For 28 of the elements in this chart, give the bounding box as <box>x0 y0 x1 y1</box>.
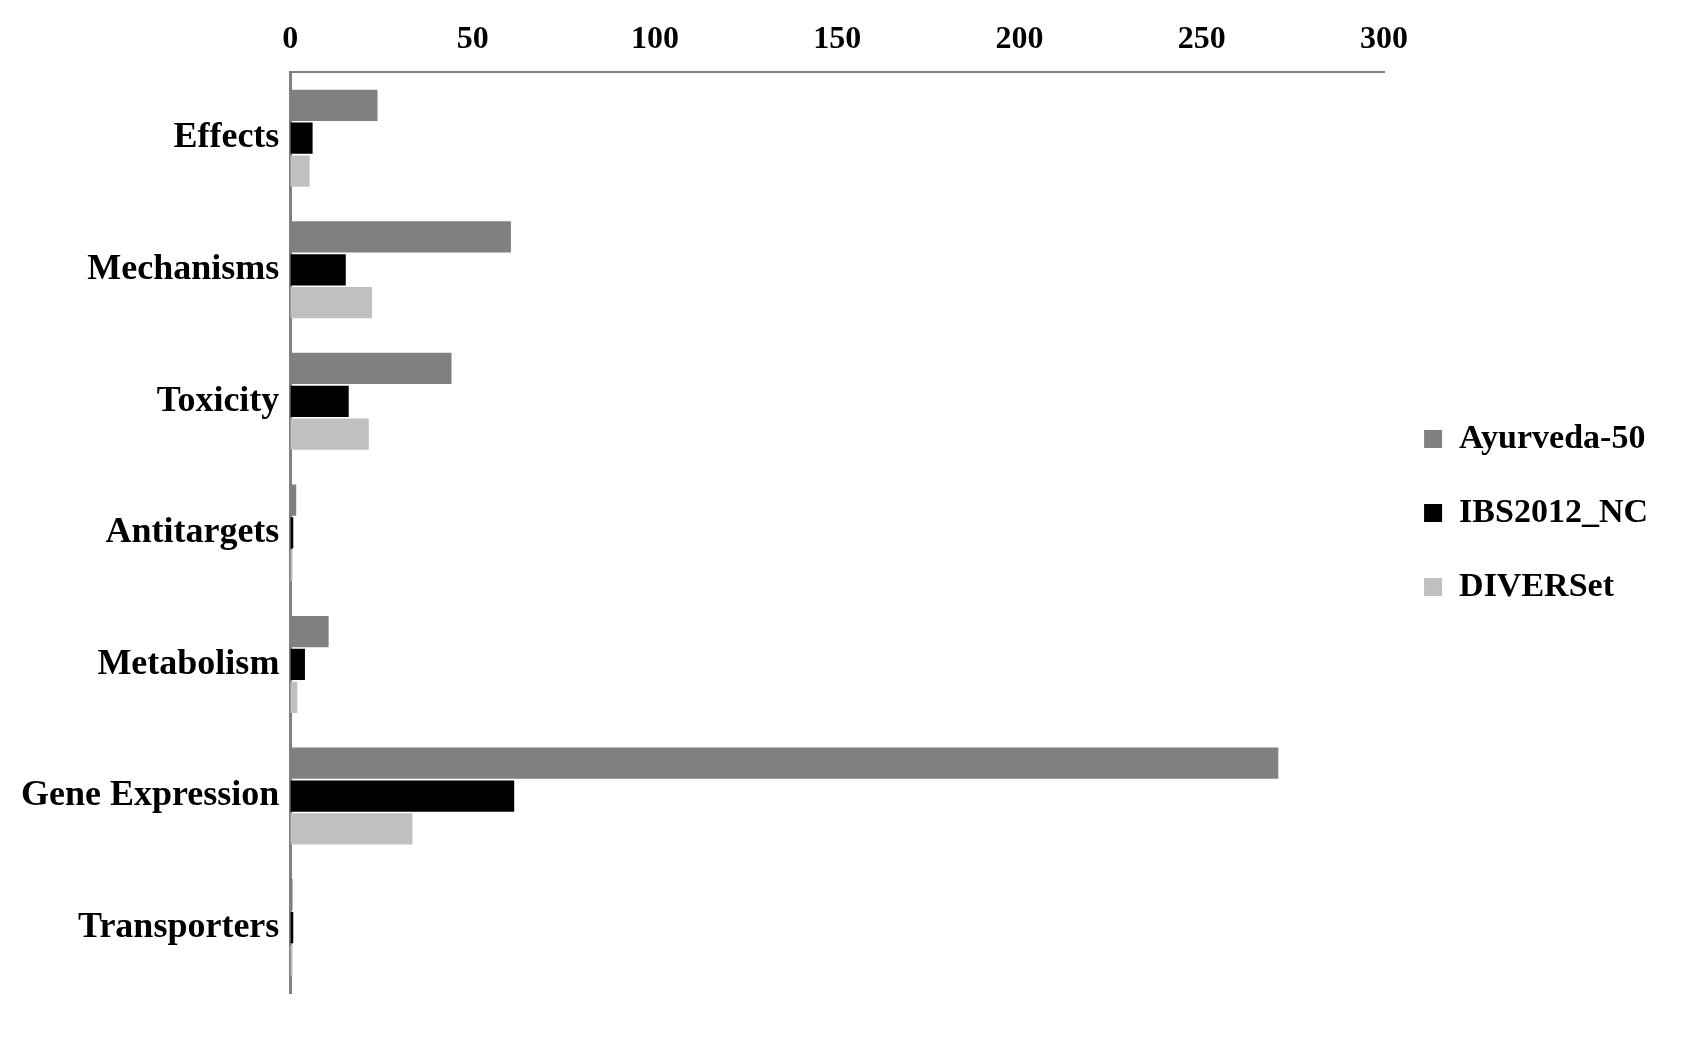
bar <box>290 385 349 417</box>
bar <box>290 155 310 187</box>
y-tick-label: Toxicity <box>156 378 280 419</box>
y-tick-label: Metabolism <box>97 641 280 682</box>
legend-label: DIVERSet <box>1459 565 1615 603</box>
bar <box>290 287 373 319</box>
legend-label: IBS2012_NC <box>1459 491 1649 529</box>
bar <box>290 813 413 845</box>
bar <box>290 122 313 154</box>
bar <box>290 254 346 286</box>
bar <box>290 418 369 450</box>
y-tick-label: Gene Expression <box>20 773 280 814</box>
x-tick-label: 150 <box>813 19 862 56</box>
bar <box>290 780 515 812</box>
bar <box>290 944 293 977</box>
x-tick-label: 250 <box>1177 19 1226 56</box>
bar <box>290 648 305 681</box>
y-tick-label: Antitargets <box>105 510 280 551</box>
x-tick-label: 100 <box>630 19 679 56</box>
bar <box>290 550 293 582</box>
x-tick-label: 300 <box>1360 19 1409 56</box>
legend-label: Ayurveda-50 <box>1459 417 1646 455</box>
x-tick-label: 50 <box>456 19 489 56</box>
x-tick-label: 0 <box>282 19 299 56</box>
y-tick-label: Mechanisms <box>87 247 280 288</box>
y-tick-label: Effects <box>173 115 280 156</box>
x-tick-label: 200 <box>995 19 1044 56</box>
y-tick-label: Transporters <box>78 904 280 945</box>
